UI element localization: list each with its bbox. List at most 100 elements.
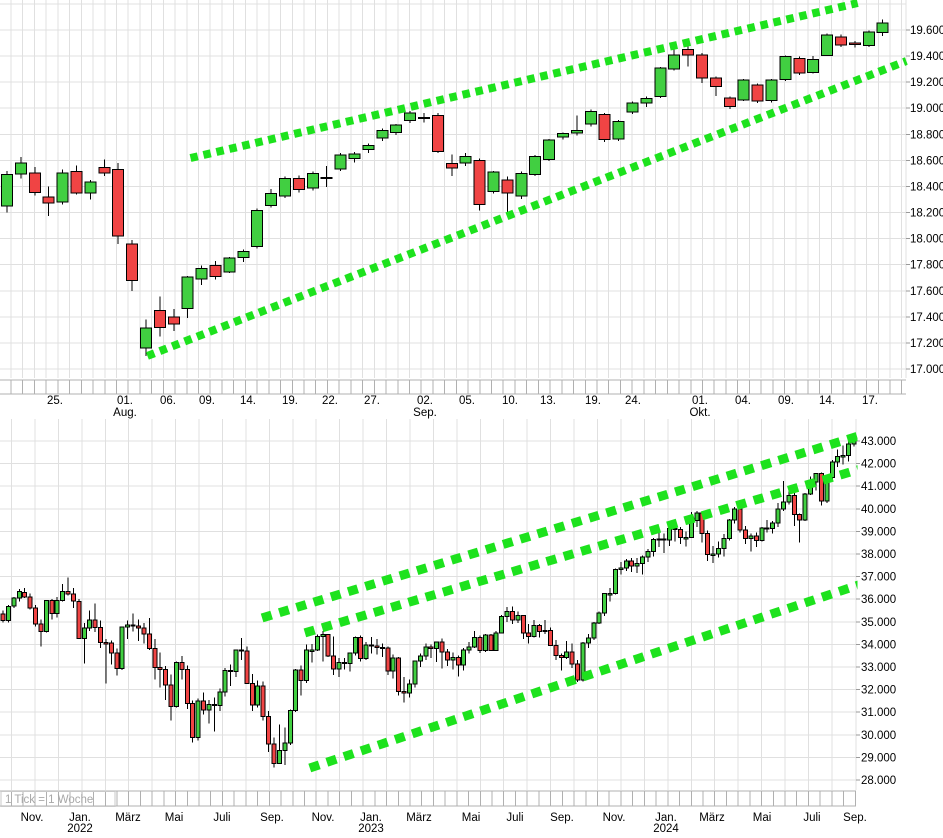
y-axis-label: 19.600 [910,25,943,37]
candle-body [304,649,310,682]
candle-body [146,633,152,650]
x-axis-label: Mai [753,812,772,824]
x-axis-labels: 25. 01.Aug.06. 09. 14. 19. 22. 27. 02.Sep.05. 10… [47,395,878,419]
x-axis-sublabel: Aug. [113,407,137,419]
candle-body [780,501,786,510]
candle-body [835,36,847,46]
candle-body [112,169,125,237]
trendline-upper-channel[interactable] [260,431,872,623]
x-axis-tick-strip [0,379,906,395]
candle-body [793,58,806,74]
x-axis-sublabel: 2024 [653,823,679,835]
candle-body [515,614,521,621]
candle-body [623,560,629,569]
x-axis-label: 13. [540,395,556,407]
x-axis-label: 22. [322,395,338,407]
candle-body [472,637,478,648]
candle-body [190,702,196,738]
candle-body [423,646,429,657]
candle-body [645,551,651,558]
candle-body [737,508,743,531]
candle-body [282,742,288,752]
tick-interval-note-text: 1 Tick = 1 Woche [5,794,93,806]
candle-body [529,155,542,176]
candle-body [840,455,846,458]
candle-body [412,660,418,685]
candle-body [501,179,514,194]
x-axis-label: Jan. [69,812,91,824]
candle-body [201,700,207,711]
candle-body [363,644,369,659]
candle-body [358,637,364,659]
candle-body [553,644,559,656]
weekly-candlestick-chart[interactable]: 43.000 42.000 41.000 40.000 39.000 38.000 37.0… [0,419,943,838]
candle-body [348,153,361,159]
trendline-lower-channel[interactable] [145,57,908,360]
candle-body [341,661,347,665]
y-axis-label: 18.800 [910,129,943,141]
candle-body [445,163,458,169]
candle-body [721,538,727,550]
candle-body [488,634,494,651]
x-axis-label: Sep. [843,812,867,824]
trendline-middle-channel[interactable] [303,461,888,638]
trendline-lower-channel[interactable] [308,580,870,773]
x-axis-label: Nov. [603,812,626,824]
candle-body [108,642,114,654]
candle-body [764,527,770,530]
y-axis-label: 19.400 [910,51,943,63]
candle-body [153,309,166,328]
candle-body [306,172,319,189]
candle-body [376,129,389,139]
candle-body [385,647,391,672]
candle-body [612,569,618,595]
candle-body [821,34,834,56]
candle-body [450,656,456,661]
candle-body [791,494,797,516]
candle-body [76,600,82,639]
candle-body [602,593,608,614]
x-axis-label: März [406,812,432,824]
candle-body [542,629,548,633]
candle-body [126,243,139,281]
candle-body [743,529,749,539]
candle-body [667,527,673,541]
candle-body [238,649,244,652]
candle-body [222,669,228,693]
candle-body [179,661,185,670]
candle-body [211,704,217,707]
candle-body [331,655,337,670]
y-axis-label: 39.000 [861,526,896,538]
candle-body [696,54,708,79]
candle-body [84,181,97,194]
y-axis-label: 32.000 [861,685,896,697]
candle-body [607,593,613,596]
candle-body [16,591,22,599]
candle-body [255,685,261,706]
candle-body [141,627,147,635]
x-axis-label: 14. [819,395,835,407]
candle-body [515,172,528,197]
daily-candlestick-chart[interactable]: 19.600 19.400 19.200 19.000 18.800 18.600 18.4… [0,0,943,419]
y-axis-label: 40.000 [861,504,896,516]
candle-body [181,276,194,309]
candle-body [753,535,759,542]
x-axis-label: Juli [213,812,230,824]
candle-body [60,591,66,601]
candle-body [374,645,380,648]
y-axis-label: 31.000 [861,707,896,719]
candle-body [65,591,71,595]
candle-body [103,642,109,645]
y-axis-label: 30.000 [861,730,896,742]
y-axis-label: 17.400 [910,312,943,324]
x-axis-sublabel: Sep. [413,407,437,419]
candle-body [461,649,467,666]
candle-body [466,646,472,651]
candle-body [206,704,212,711]
x-axis-label: 19. [282,395,298,407]
y-axis-labels: 19.600 19.400 19.200 19.000 18.800 18.600 18.4… [906,25,943,376]
candle-body [314,635,320,651]
y-axis-label: 43.000 [861,436,896,448]
candle-body [334,154,347,170]
